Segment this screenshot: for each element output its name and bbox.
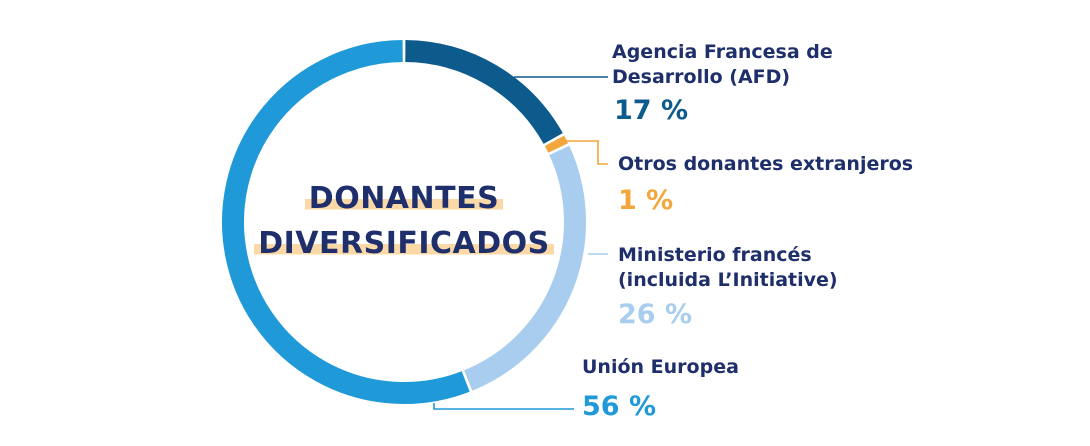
legend-value-ue: 56 %	[582, 391, 657, 422]
connector-ue	[433, 403, 574, 410]
title-line-1: DONANTES	[304, 181, 504, 216]
legend-label-ministerio: Ministerio francés (incluida L’Initiativ…	[618, 243, 838, 293]
donut-segment	[544, 135, 569, 153]
legend-label-afd: Agencia Francesa de Desarrollo (AFD)	[612, 40, 833, 90]
donut-segments	[222, 40, 586, 404]
chart-title: DONANTES DIVERSIFICADOS	[254, 176, 554, 266]
legend-value-ministerio: 26 %	[618, 299, 693, 330]
connector-lines	[433, 76, 608, 410]
label-line: Agencia Francesa de	[612, 41, 833, 63]
legend-value-otros: 1 %	[618, 185, 674, 216]
title-line-2: DIVERSIFICADOS	[254, 226, 554, 261]
legend-label-otros: Otros donantes extranjeros	[618, 152, 913, 177]
label-line: (incluida L’Initiative)	[618, 269, 838, 291]
legend-label-ue: Unión Europea	[582, 355, 739, 380]
label-line: Desarrollo (AFD)	[612, 66, 791, 88]
connector-otros	[566, 140, 608, 165]
donut-segment	[405, 40, 563, 144]
label-line: Unión Europea	[582, 356, 739, 378]
donut-segment	[222, 40, 470, 404]
label-line: Ministerio francés	[618, 244, 812, 266]
legend-value-afd: 17 %	[614, 95, 689, 126]
donut-segment	[463, 145, 586, 391]
label-line: Otros donantes extranjeros	[618, 153, 914, 175]
